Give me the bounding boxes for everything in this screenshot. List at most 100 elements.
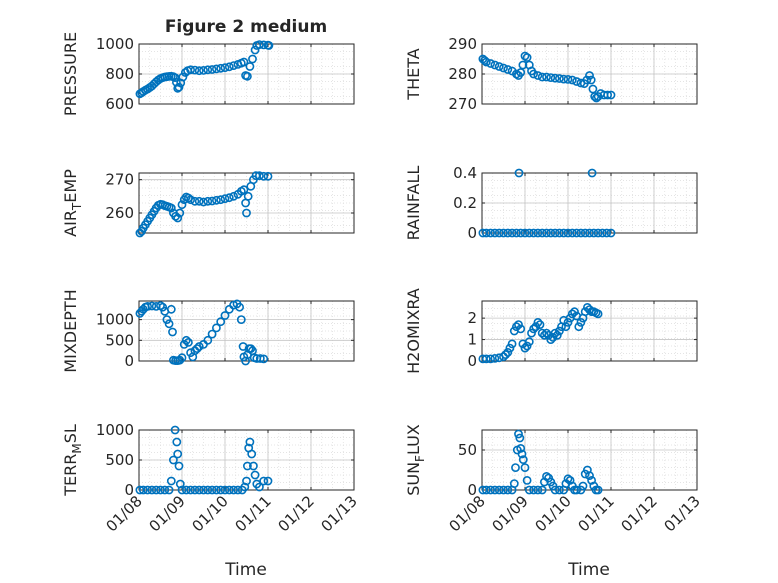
data-point [192,344,202,353]
data-point [220,311,230,320]
data-point [529,485,538,495]
x-tick-label: 01/13 [318,492,361,535]
data-point [168,455,178,465]
data-point [175,479,185,489]
data-point [216,317,226,327]
data-point [524,337,534,347]
data-point [516,228,526,238]
x-tick-label: 01/12 [618,492,661,535]
data-point [203,485,213,495]
data-point [224,304,234,314]
data-point [563,228,573,238]
data-point [514,168,524,178]
data-point [233,485,243,495]
data-point [507,228,517,238]
data-point [224,485,234,495]
data-point [243,191,253,201]
data-point [606,90,616,100]
data-point [561,322,571,332]
data-point [555,74,564,83]
y-axis-label-subscript: F [413,455,427,462]
data-point [518,455,528,464]
data-point [550,328,560,338]
y-axis-label-suffix: LUX [404,424,423,455]
data-point [229,191,238,201]
data-point [235,302,244,312]
data-point [494,62,504,71]
data-point [587,168,597,178]
data-point [194,485,204,495]
data-point [583,465,592,475]
data-point [524,228,534,238]
data-point [537,228,547,238]
x-tick-label: 01/10 [189,492,232,535]
data-point [168,327,177,337]
data-point [263,476,273,486]
data-point [245,437,255,447]
data-point [151,485,161,495]
y-axis-label-main: SUN [404,462,423,496]
panel-theta: 270 280 290 THETA [404,35,698,113]
data-point [552,330,562,340]
y-tick-label: 1000 [96,311,134,329]
data-point [550,73,560,83]
data-point [494,485,504,495]
data-point [512,322,521,332]
data-point [199,197,208,207]
data-point [224,193,234,203]
data-point [542,328,551,338]
data-point [542,228,551,238]
data-point [220,63,230,73]
data-point [533,317,543,327]
data-point [248,54,257,64]
data-point [563,75,573,84]
data-point [173,213,183,223]
data-point [589,228,599,238]
y-tick-label: 1 [467,331,477,349]
data-point [499,228,508,238]
data-point [529,228,538,238]
data-point [175,355,185,365]
data-point [186,485,195,495]
data-point [254,171,264,181]
data-point [550,485,560,495]
y-axis-label-suffix: SL [61,424,80,443]
data-point [229,61,238,70]
y-tick-label: 290 [448,35,477,53]
x-tick-label: 01/10 [532,492,575,535]
axes-box [138,172,355,234]
data-point [585,228,594,238]
data-point [586,75,596,85]
y-tick-label: 270 [448,95,477,113]
data-point [503,228,513,238]
data-point [570,307,579,317]
data-point [186,348,195,358]
data-point [242,476,251,486]
data-point [239,185,249,195]
y-axis-label: TERRMSL [61,424,84,497]
data-point [229,485,238,495]
data-point [207,65,217,74]
data-point [194,66,204,76]
data-point [211,195,221,205]
y-axis-label: SUNFLUX [404,424,427,496]
data-point [240,482,250,492]
data-point [177,353,187,363]
axes-box [481,300,698,362]
y-tick-label: 0 [124,481,134,499]
data-point [486,59,495,68]
data-point [537,485,547,495]
data-point [246,344,256,353]
data-point [220,485,230,495]
data-point [143,301,152,311]
data-point [507,339,517,349]
data-point [533,71,543,80]
data-point [207,485,217,495]
data-point [166,203,176,213]
data-point [186,65,195,75]
series-markers [478,51,616,103]
data-point [593,485,603,495]
data-point [548,332,558,342]
data-point [247,449,257,459]
